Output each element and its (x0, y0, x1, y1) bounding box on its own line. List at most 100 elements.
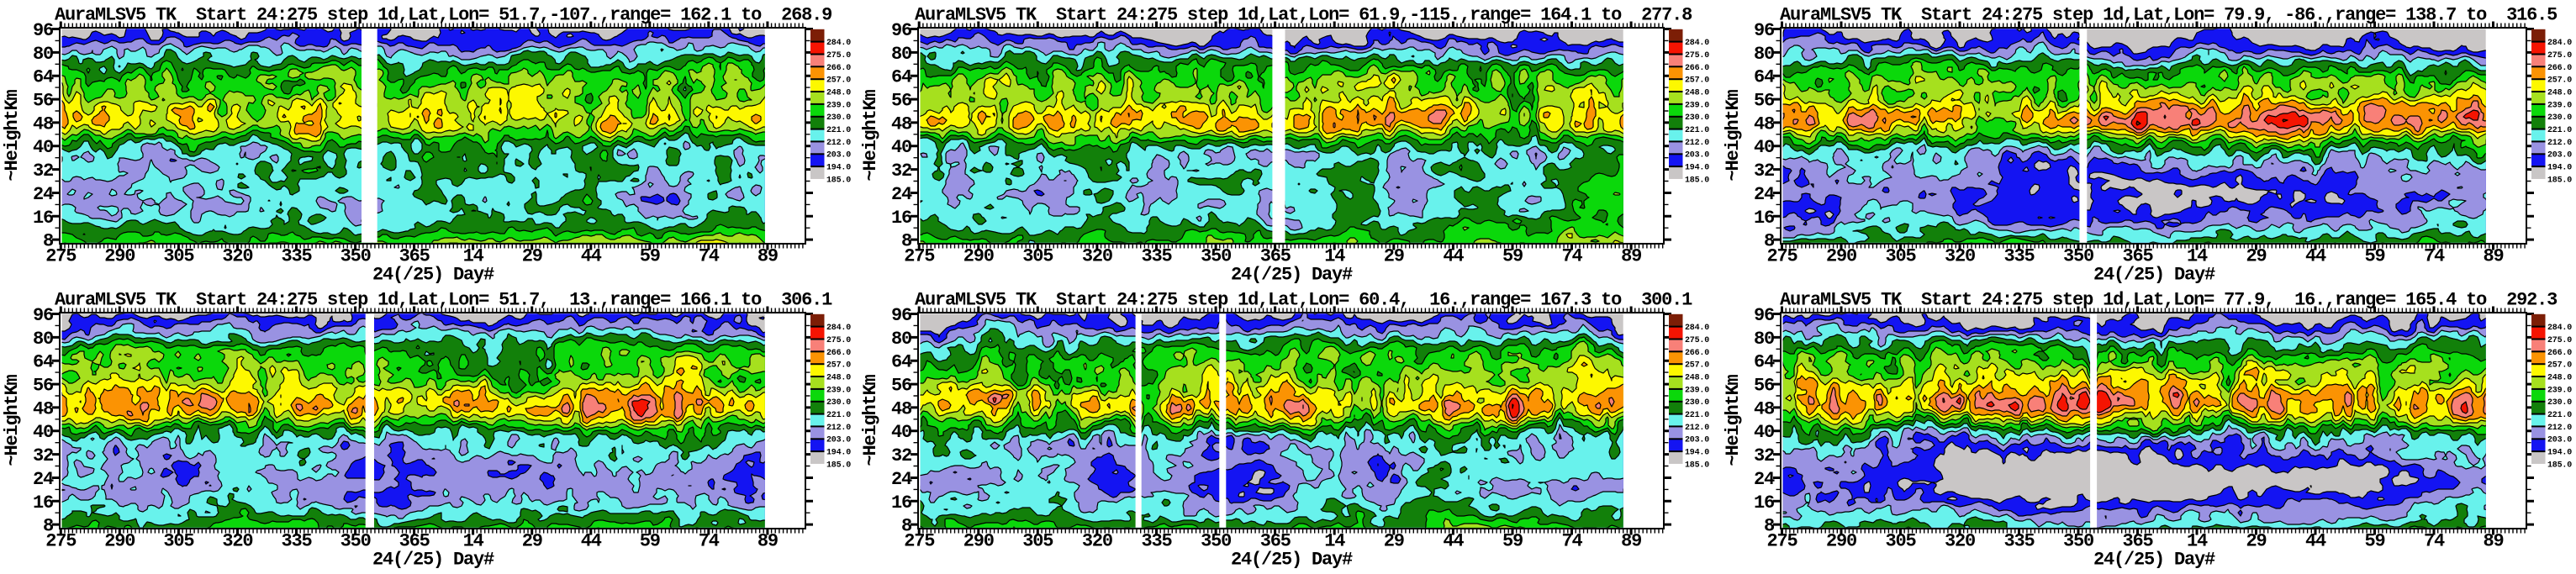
svg-text:275: 275 (45, 531, 77, 552)
svg-text:257.0: 257.0 (2547, 76, 2572, 86)
svg-text:89: 89 (2483, 531, 2503, 552)
svg-text:AuraMLSV5 TK Start 24:275 ste: AuraMLSV5 TK Start 24:275 step 1d,Lat,Lo… (1780, 290, 2558, 311)
svg-text:8: 8 (1764, 231, 1775, 252)
svg-text:290: 290 (1826, 531, 1856, 552)
svg-text:275: 275 (904, 246, 935, 267)
svg-text:24: 24 (33, 469, 54, 490)
svg-text:248.0: 248.0 (826, 89, 851, 98)
svg-text:305: 305 (163, 531, 194, 552)
svg-text:74: 74 (699, 246, 720, 267)
svg-text:275.0: 275.0 (2547, 51, 2572, 61)
svg-text:59: 59 (2364, 246, 2384, 267)
svg-text:284.0: 284.0 (826, 39, 851, 48)
svg-text:16: 16 (33, 492, 53, 513)
svg-text:89: 89 (757, 246, 778, 267)
svg-text:185.0: 185.0 (1685, 176, 1709, 185)
svg-text:230.0: 230.0 (1685, 113, 1709, 123)
svg-text:59: 59 (1502, 246, 1523, 267)
svg-text:335: 335 (2003, 531, 2035, 552)
svg-text:32: 32 (891, 445, 911, 466)
svg-text:230.0: 230.0 (1685, 398, 1709, 408)
svg-text:239.0: 239.0 (1685, 101, 1709, 110)
svg-text:~HeightKm: ~HeightKm (2, 374, 23, 466)
svg-text:59: 59 (640, 246, 660, 267)
svg-text:89: 89 (1621, 531, 1641, 552)
svg-text:203.0: 203.0 (1685, 151, 1709, 161)
svg-text:284.0: 284.0 (1685, 39, 1709, 48)
svg-text:365: 365 (1260, 246, 1291, 267)
svg-text:56: 56 (33, 91, 53, 112)
svg-text:185.0: 185.0 (2547, 176, 2572, 185)
svg-text:185.0: 185.0 (826, 176, 851, 185)
svg-text:48: 48 (1754, 398, 1775, 419)
svg-text:239.0: 239.0 (2547, 386, 2572, 395)
svg-text:40: 40 (33, 422, 53, 443)
svg-text:29: 29 (1384, 246, 1404, 267)
svg-text:239.0: 239.0 (826, 386, 851, 395)
svg-text:257.0: 257.0 (826, 76, 851, 86)
svg-text:~HeightKm: ~HeightKm (1723, 374, 1744, 466)
svg-text:96: 96 (891, 20, 911, 41)
svg-text:56: 56 (891, 376, 911, 397)
svg-text:24: 24 (891, 184, 912, 205)
svg-text:24: 24 (891, 469, 912, 490)
svg-text:48: 48 (33, 398, 54, 419)
svg-text:89: 89 (757, 531, 778, 552)
svg-text:32: 32 (1754, 161, 1774, 182)
svg-text:64: 64 (891, 352, 912, 373)
svg-text:248.0: 248.0 (1685, 374, 1709, 383)
svg-text:AuraMLSV5 TK Start 24:275 ste: AuraMLSV5 TK Start 24:275 step 1d,Lat,Lo… (915, 290, 1692, 311)
svg-text:221.0: 221.0 (826, 411, 851, 420)
svg-text:24(/25) Day#: 24(/25) Day# (372, 550, 494, 571)
svg-text:59: 59 (2364, 531, 2384, 552)
svg-text:74: 74 (2424, 246, 2445, 267)
svg-text:64: 64 (1754, 352, 1775, 373)
svg-text:185.0: 185.0 (826, 461, 851, 470)
svg-text:320: 320 (1082, 531, 1112, 552)
svg-text:89: 89 (2483, 246, 2503, 267)
svg-text:320: 320 (1945, 531, 1975, 552)
svg-text:203.0: 203.0 (2547, 151, 2572, 161)
svg-text:212.0: 212.0 (1685, 139, 1709, 148)
svg-text:32: 32 (33, 161, 53, 182)
svg-text:40: 40 (891, 137, 911, 158)
svg-text:194.0: 194.0 (1685, 449, 1709, 458)
svg-text:32: 32 (1754, 445, 1774, 466)
svg-text:350: 350 (2063, 531, 2093, 552)
svg-text:96: 96 (33, 20, 53, 41)
svg-text:257.0: 257.0 (826, 361, 851, 371)
svg-text:194.0: 194.0 (2547, 164, 2572, 173)
svg-text:305: 305 (1022, 531, 1053, 552)
svg-text:96: 96 (891, 305, 911, 326)
svg-text:96: 96 (1754, 305, 1774, 326)
svg-text:203.0: 203.0 (2547, 436, 2572, 445)
svg-text:24: 24 (33, 184, 54, 205)
svg-text:29: 29 (2246, 531, 2266, 552)
svg-text:305: 305 (1885, 246, 1916, 267)
svg-text:248.0: 248.0 (826, 374, 851, 383)
svg-text:24(/25) Day#: 24(/25) Day# (2093, 550, 2215, 571)
svg-text:305: 305 (1022, 246, 1053, 267)
svg-text:29: 29 (522, 531, 542, 552)
svg-text:290: 290 (104, 531, 135, 552)
svg-text:AuraMLSV5 TK Start 24:275 ste: AuraMLSV5 TK Start 24:275 step 1d,Lat,Lo… (55, 5, 831, 26)
svg-text:275.0: 275.0 (826, 51, 851, 61)
svg-text:290: 290 (963, 531, 994, 552)
svg-text:275.0: 275.0 (2547, 336, 2572, 345)
svg-text:24(/25) Day#: 24(/25) Day# (372, 265, 494, 286)
svg-text:32: 32 (891, 161, 911, 182)
svg-text:AuraMLSV5 TK Start 24:275 ste: AuraMLSV5 TK Start 24:275 step 1d,Lat,Lo… (1780, 5, 2558, 26)
svg-text:24(/25) Day#: 24(/25) Day# (2093, 265, 2215, 286)
svg-text:221.0: 221.0 (1685, 126, 1709, 135)
svg-text:335: 335 (281, 246, 312, 267)
svg-text:257.0: 257.0 (1685, 76, 1709, 86)
svg-text:~HeightKm: ~HeightKm (860, 89, 881, 181)
svg-text:59: 59 (640, 531, 660, 552)
svg-text:64: 64 (891, 67, 912, 88)
svg-text:44: 44 (581, 531, 602, 552)
svg-text:365: 365 (399, 246, 430, 267)
svg-text:248.0: 248.0 (1685, 89, 1709, 98)
svg-text:221.0: 221.0 (2547, 126, 2572, 135)
svg-text:8: 8 (1764, 516, 1775, 537)
svg-text:14: 14 (1324, 246, 1345, 267)
